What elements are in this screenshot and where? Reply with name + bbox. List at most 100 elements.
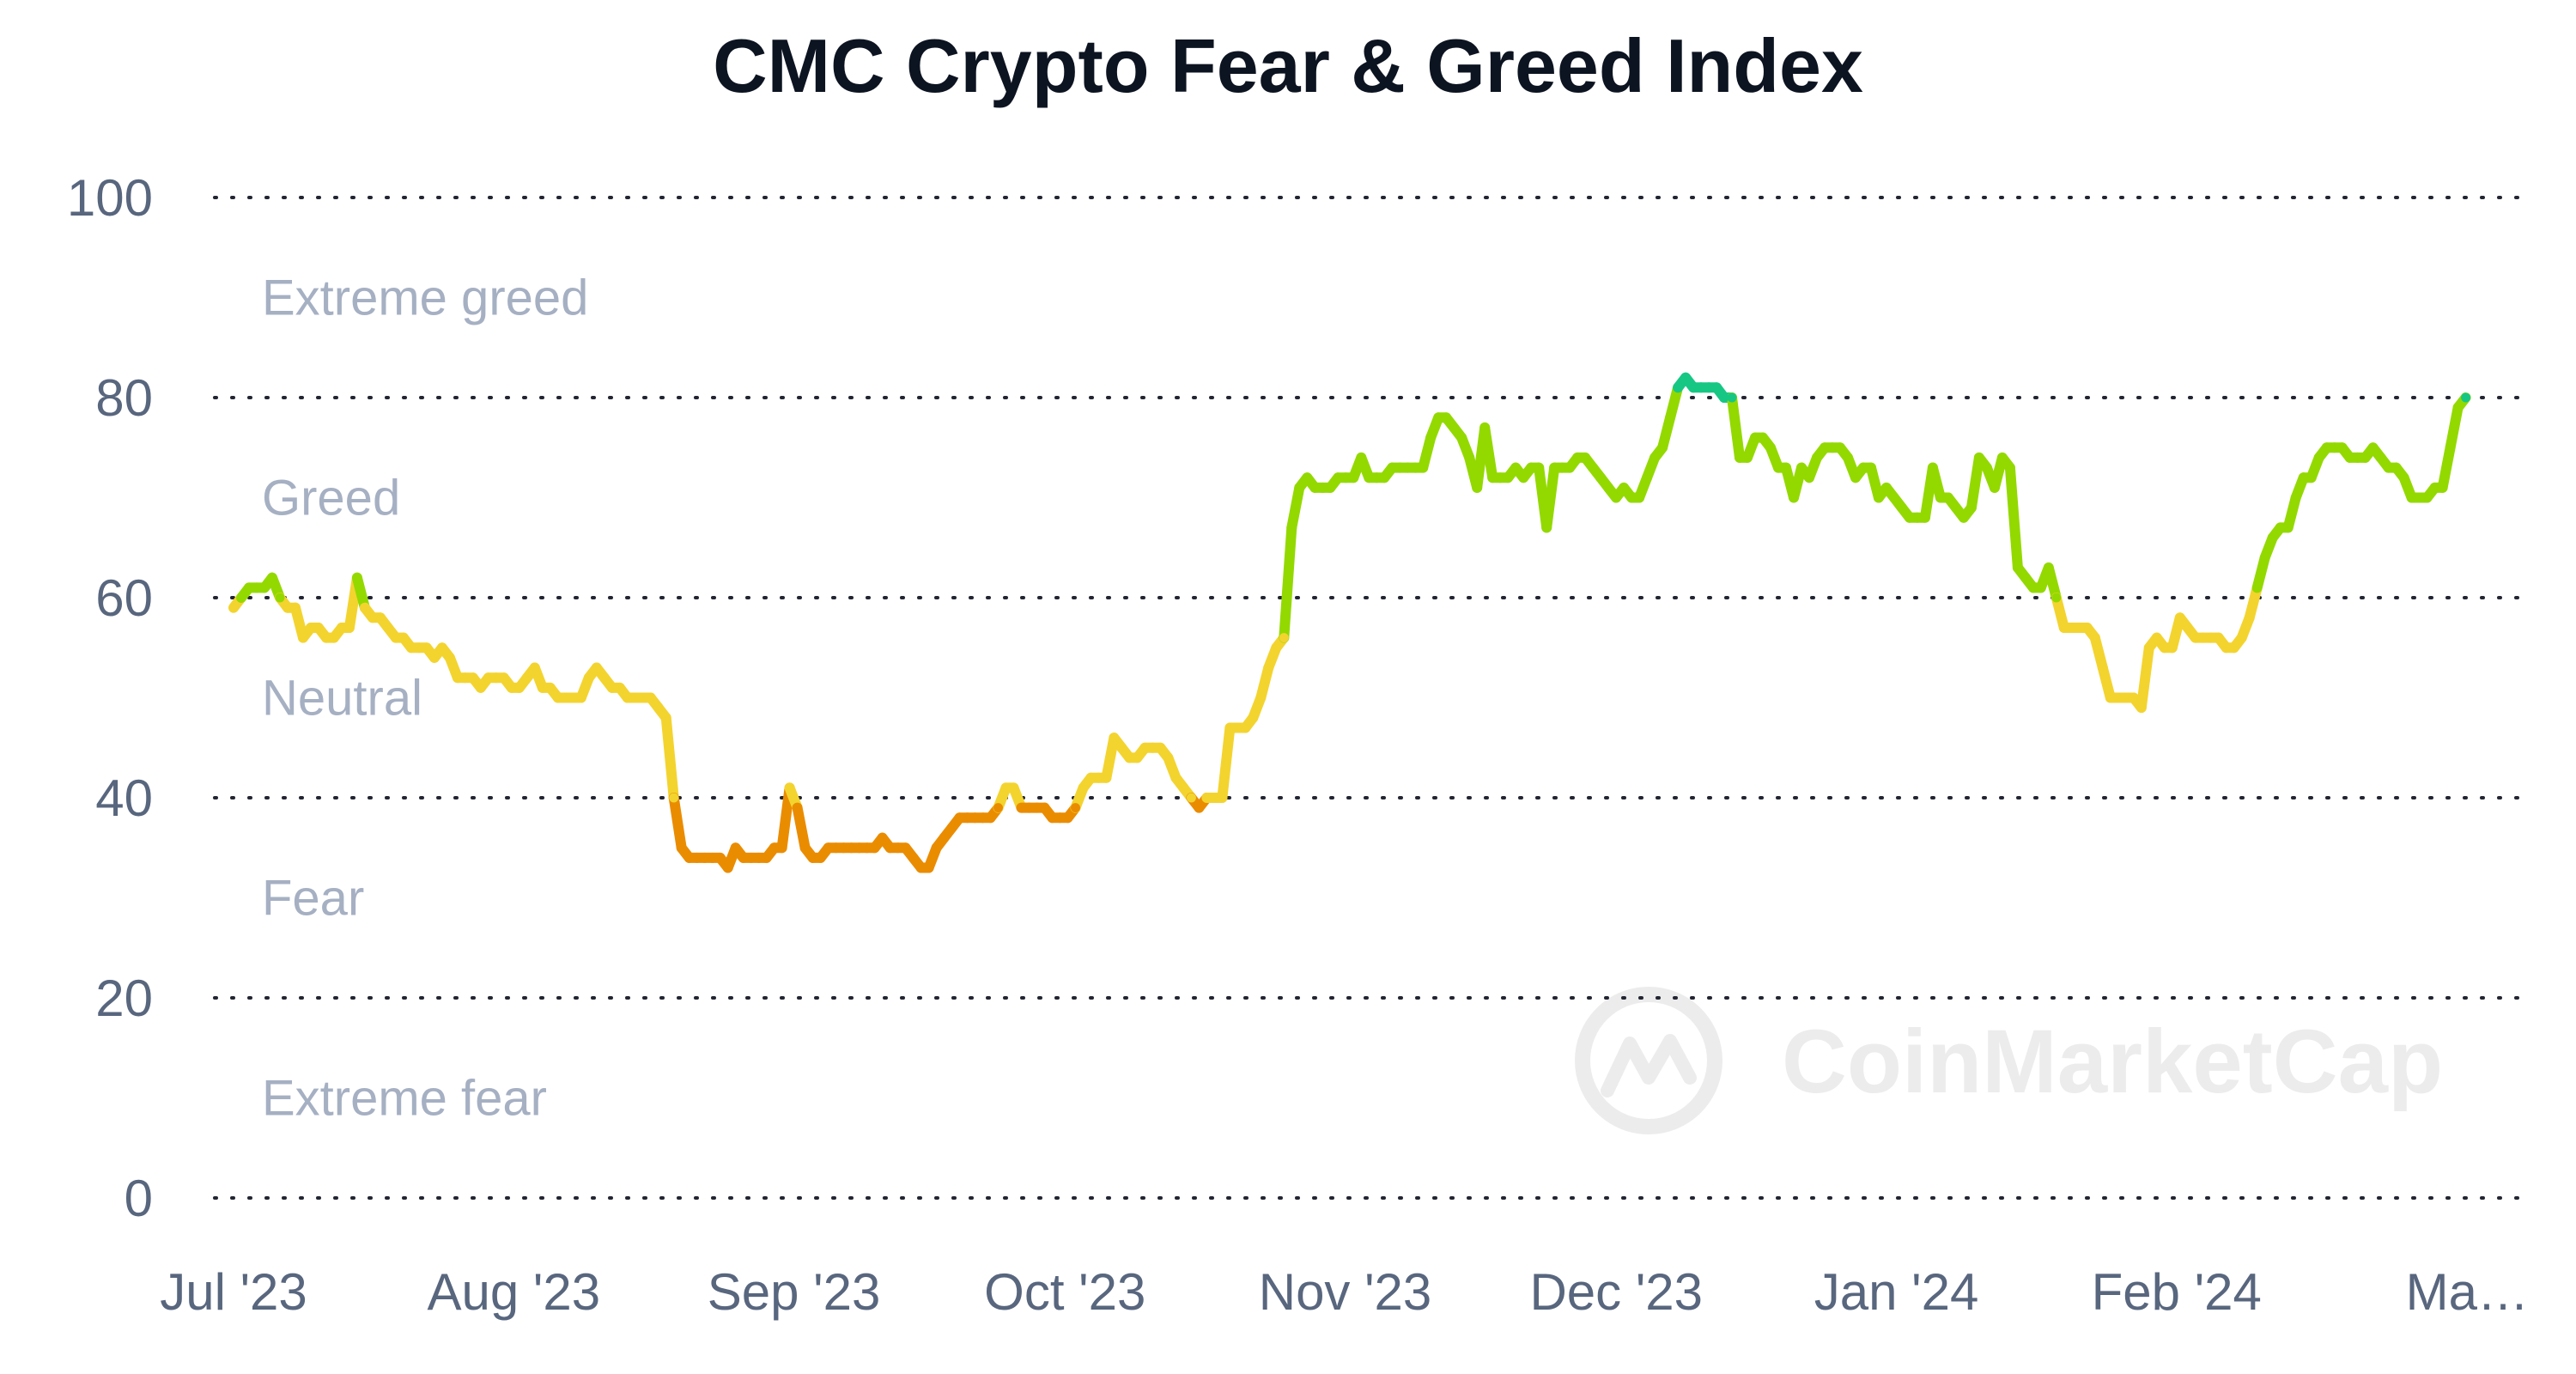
data-point[interactable] [1773,463,1783,473]
data-point[interactable] [2206,633,2216,643]
data-point[interactable] [2028,582,2038,593]
data-point[interactable] [2407,493,2417,502]
data-point[interactable] [2384,463,2394,473]
data-point[interactable] [1603,483,1613,493]
data-point[interactable] [2260,552,2270,562]
data-point[interactable] [2183,623,2193,633]
data-point[interactable] [831,842,841,853]
data-point[interactable] [2152,633,2162,643]
data-point[interactable] [901,842,911,853]
data-point[interactable] [1881,483,1892,493]
data-point[interactable] [2422,493,2433,502]
data-point[interactable] [422,642,432,653]
data-point[interactable] [1673,382,1683,392]
data-point[interactable] [932,842,942,853]
data-point[interactable] [1735,453,1745,463]
data-point[interactable] [1017,803,1026,813]
data-point[interactable] [267,573,277,583]
data-point[interactable] [1109,733,1119,743]
data-point[interactable] [244,582,254,593]
data-point[interactable] [1139,743,1150,753]
data-point[interactable] [1503,472,1513,483]
data-point[interactable] [1201,793,1212,803]
data-point[interactable] [870,842,880,853]
data-point[interactable] [1163,752,1173,763]
data-point[interactable] [1040,803,1049,813]
data-point[interactable] [800,842,811,853]
data-point[interactable] [1348,472,1358,483]
data-point[interactable] [793,803,803,813]
data-point[interactable] [2059,623,2069,633]
data-point[interactable] [1248,713,1258,723]
data-point[interactable] [1781,463,1791,473]
data-point[interactable] [1333,472,1343,483]
data-point[interactable] [2306,472,2317,483]
data-point[interactable] [1526,463,1536,473]
data-point[interactable] [1479,423,1490,433]
data-point[interactable] [1340,472,1351,483]
data-point[interactable] [2198,633,2208,643]
data-point[interactable] [1487,472,1498,483]
data-point[interactable] [1580,453,1590,463]
data-point[interactable] [2245,612,2255,623]
data-point[interactable] [2252,582,2263,593]
data-point[interactable] [1209,793,1219,803]
data-point[interactable] [746,853,756,863]
data-point[interactable] [1410,463,1420,473]
data-point[interactable] [1843,453,1853,463]
data-point[interactable] [2098,663,2108,672]
data-point[interactable] [854,842,865,853]
data-point[interactable] [2082,623,2093,633]
data-point[interactable] [1874,493,1884,502]
data-point[interactable] [893,842,903,853]
data-point[interactable] [653,702,664,713]
data-point[interactable] [2144,642,2154,653]
data-point[interactable] [414,642,424,653]
data-point[interactable] [1549,463,1559,473]
data-point[interactable] [329,633,339,643]
data-point[interactable] [2175,612,2185,623]
data-point[interactable] [2453,403,2464,413]
data-point[interactable] [228,603,239,613]
data-point[interactable] [1402,463,1413,473]
data-point[interactable] [646,693,656,702]
data-point[interactable] [1194,803,1204,813]
data-point[interactable] [2214,633,2224,643]
data-point[interactable] [2345,453,2355,463]
data-point[interactable] [1093,773,1103,783]
data-point[interactable] [708,853,718,863]
data-point[interactable] [259,582,270,593]
data-point[interactable] [2376,453,2386,463]
data-point[interactable] [630,693,641,702]
data-point[interactable] [1071,803,1080,813]
data-point[interactable] [2044,562,2054,573]
data-point[interactable] [916,863,927,872]
data-point[interactable] [344,623,355,633]
data-point[interactable] [1124,752,1134,763]
data-point[interactable] [460,672,471,683]
data-point[interactable] [561,693,571,702]
data-point[interactable] [1920,513,1930,523]
data-point[interactable] [1634,493,1644,502]
data-point[interactable] [1626,493,1637,502]
data-point[interactable] [1078,782,1088,793]
data-point[interactable] [2090,633,2100,643]
data-point[interactable] [777,842,787,853]
data-point[interactable] [1595,472,1606,483]
data-point[interactable] [1294,483,1304,493]
data-point[interactable] [1959,513,1969,523]
data-point[interactable] [839,842,849,853]
data-point[interactable] [623,693,633,702]
data-point[interactable] [2190,633,2201,643]
data-point[interactable] [823,842,834,853]
data-point[interactable] [1889,493,1899,502]
data-point[interactable] [453,672,463,683]
data-point[interactable] [1101,773,1111,783]
data-point[interactable] [1425,433,1436,443]
data-point[interactable] [1935,493,1946,502]
data-point[interactable] [1279,633,1289,643]
data-point[interactable] [1286,522,1297,532]
data-point[interactable] [1796,463,1807,473]
data-point[interactable] [2337,442,2348,453]
data-point[interactable] [2283,522,2293,532]
